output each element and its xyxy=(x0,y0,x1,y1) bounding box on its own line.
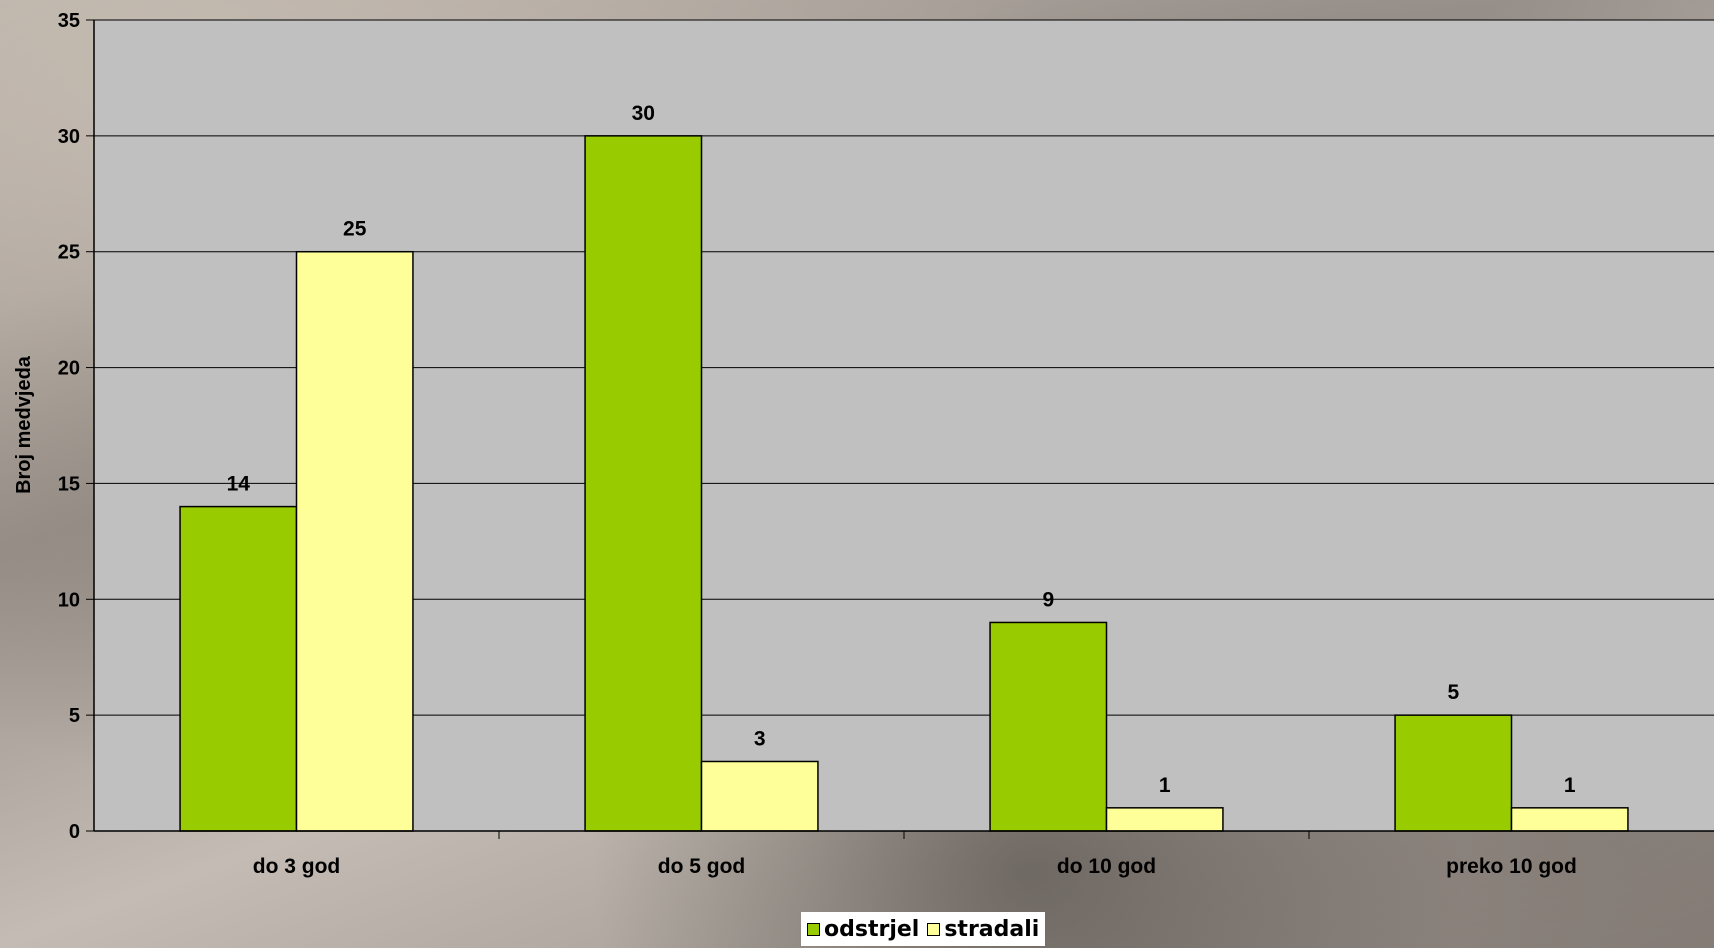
y-tick-label: 5 xyxy=(69,705,80,727)
legend-item-stradali: stradali xyxy=(927,917,1039,942)
y-tick-label: 0 xyxy=(69,821,80,843)
legend-label: stradali xyxy=(944,916,1040,942)
x-tick-label: do 10 god xyxy=(1057,855,1156,878)
data-label: 9 xyxy=(1042,588,1054,611)
y-tick-label: 10 xyxy=(58,589,80,611)
legend-swatch xyxy=(807,922,820,936)
legend-item-odstrjel: odstrjel xyxy=(807,917,919,942)
legend-label: odstrjel xyxy=(824,916,920,942)
bar-odstrjel xyxy=(584,135,703,832)
data-label: 1 xyxy=(1159,774,1171,797)
x-tick-label: do 5 god xyxy=(658,855,746,878)
legend-swatch xyxy=(927,922,941,936)
bar-stradali xyxy=(700,760,819,832)
bar-odstrjel xyxy=(1394,714,1513,832)
bar-stradali xyxy=(295,250,414,832)
x-tick-label: do 3 god xyxy=(253,855,341,878)
y-tick-label: 20 xyxy=(58,358,80,380)
y-tick-label: 35 xyxy=(58,10,80,32)
y-tick-label: 30 xyxy=(58,126,80,148)
data-label: 5 xyxy=(1447,681,1459,704)
y-tick-label: 25 xyxy=(58,242,80,264)
data-label: 25 xyxy=(343,218,367,241)
bar-stradali xyxy=(1105,807,1224,832)
x-tick-label: preko 10 god xyxy=(1446,855,1577,878)
data-label: 1 xyxy=(1564,774,1576,797)
bar-odstrjel xyxy=(179,505,298,832)
y-tick-label: 15 xyxy=(58,473,80,495)
data-label: 30 xyxy=(632,102,655,125)
y-axis-title: Broj medvjeda xyxy=(13,355,35,494)
legend: odstrjel stradali xyxy=(801,912,1046,946)
data-label: 3 xyxy=(754,727,766,750)
bar-stradali xyxy=(1510,807,1629,832)
bar-odstrjel xyxy=(989,621,1108,832)
data-label: 14 xyxy=(227,473,251,496)
